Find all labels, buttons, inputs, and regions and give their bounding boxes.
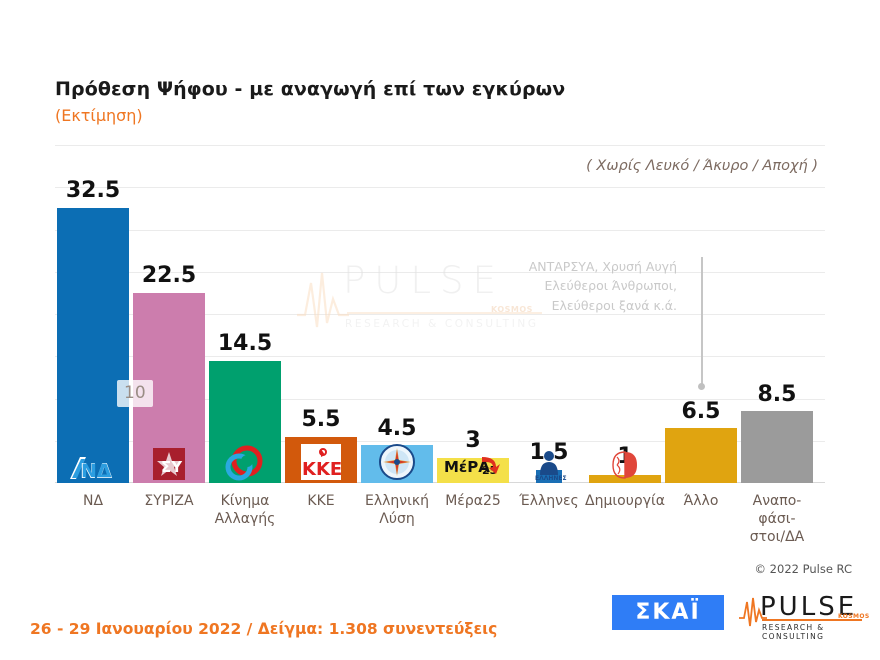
chart-note: ( Χωρίς Λευκό / Άκυρο / Αποχή ) [586, 158, 818, 174]
bar-value-nd: 32.5 [65, 178, 121, 203]
bar-column-undecided: 8.5 [741, 145, 813, 483]
x-label-kinal: Κίνημα Αλλαγής [214, 493, 276, 528]
pulse-logo-tagline: RESEARCH & CONSULTING [762, 623, 825, 641]
annotation-leader-line [701, 257, 703, 385]
bar-column-kke: 5.5 KKE [285, 145, 357, 483]
x-label-allo: Άλλο [683, 493, 719, 509]
svg-text:ΝΔ: ΝΔ [80, 459, 113, 481]
bar-value-kinal: 14.5 [217, 331, 273, 356]
x-label-mera25: Μέρα25 [445, 493, 501, 509]
gridline [55, 145, 825, 146]
pulse-logo-rule [762, 619, 862, 621]
logo-kke-icon: KKE [301, 444, 342, 480]
x-label-elliniki-lysi: Ελληνική Λύση [365, 493, 429, 528]
bar-column-kinal: 14.5 [209, 145, 281, 483]
logo-kinal-icon [225, 445, 263, 481]
bar-value-mera25: 3 [465, 428, 481, 453]
chart-plot-area: PULSE KOSMOS RESEARCH & CONSULTING 32.5 … [55, 145, 825, 483]
bar-column-syriza: 22.5 ΣΥ [133, 145, 205, 483]
x-label-kke: ΚΚΕ [307, 493, 335, 509]
copyright-text: © 2022 Pulse RC [754, 562, 852, 576]
bar-value-allo: 6.5 [681, 399, 721, 424]
x-label-syriza: ΣΥΡΙΖΑ [144, 493, 194, 509]
bar-value-undecided: 8.5 [757, 382, 797, 407]
svg-text:KKE: KKE [302, 459, 342, 480]
bar-value-kke: 5.5 [301, 407, 341, 432]
bar-undecided[interactable] [741, 411, 813, 483]
fieldwork-text: 26 - 29 Ιανουαρίου 2022 / Δείγμα: 1.308 … [30, 620, 498, 638]
pulse-logo-text: PULSE [760, 592, 858, 622]
annotation-leader-dot [698, 383, 705, 390]
bar-allo[interactable] [665, 428, 737, 483]
bar-column-mera25: 3 MέΡΑ 25 [437, 145, 509, 483]
x-label-ellines: Έλληνες [519, 493, 579, 509]
pulse-wave-icon [739, 597, 767, 627]
bar-column-dimiourgia: 1 [589, 145, 661, 483]
bar-column-elliniki-lysi: 4.5 [361, 145, 433, 483]
x-label-nd: ΝΔ [82, 493, 104, 509]
chart-subtitle: (Εκτίμηση) [55, 106, 143, 125]
logo-mera25-icon: MέΡΑ 25 [444, 457, 500, 477]
gridline [55, 440, 825, 442]
logo-syriza-icon: ΣΥ [153, 448, 185, 480]
x-axis-labels: ΝΔ ΣΥΡΙΖΑ Κίνημα Αλλαγής ΚΚΕ Ελληνική Λύ… [55, 492, 825, 552]
skai-logo-text: ΣΚΑΪ [635, 600, 701, 625]
bar-column-nd: 32.5 ΝΔ ΝΔ [57, 145, 129, 483]
gridline [55, 229, 825, 231]
chart-header: Πρόθεση Ψήφου - με αναγωγή επί των εγκύρ… [55, 78, 565, 125]
y-axis-tick-label: 10 [117, 380, 153, 407]
logo-dimiourgia-icon [612, 451, 637, 479]
svg-text:ΝΔ: ΝΔ [81, 460, 112, 481]
gridline [55, 398, 825, 400]
logo-elliniki-lysi-icon [379, 444, 415, 480]
gridline [55, 356, 825, 358]
pulse-logo-kosmos: KOSMOS [838, 613, 870, 620]
annotation-line-2: Ελεύθεροι Άνθρωποι, [544, 278, 677, 294]
logo-ellines-icon: ΕΛΛΗΝΕΣ [535, 451, 567, 481]
svg-text:MέΡΑ: MέΡΑ [444, 458, 490, 476]
bar-value-syriza: 22.5 [141, 263, 197, 288]
other-parties-annotation: ΑΝΤΑΡΣΥΑ, Χρυσή Αυγή Ελεύθεροι Άνθρωποι,… [505, 257, 677, 315]
gridline [55, 187, 825, 189]
gridline [55, 314, 825, 315]
pulse-logo: PULSE KOSMOS RESEARCH & CONSULTING [738, 592, 869, 641]
bar-value-elliniki-lysi: 4.5 [377, 416, 417, 441]
gridline [55, 271, 825, 273]
annotation-line-3: Ελεύθεροι ξανά κ.ά. [551, 297, 677, 313]
svg-text:ΣΥ: ΣΥ [161, 458, 183, 476]
bar-nd[interactable] [57, 208, 129, 483]
bar-column-allo: 6.5 [665, 145, 737, 483]
bar-column-ellines: 1.5 ΕΛΛΗΝΕΣ [513, 145, 585, 483]
logo-nd-icon: ΝΔ ΝΔ [70, 457, 113, 481]
bar-series: 32.5 ΝΔ ΝΔ 22.5 ΣΥ 14.5 [55, 145, 825, 483]
bar-dimiourgia[interactable] [589, 474, 661, 483]
x-label-undecided: Αναπο- φάσι- στοι/ΔΑ [749, 493, 805, 546]
skai-logo: ΣΚΑΪ [612, 595, 724, 630]
svg-text:ΕΛΛΗΝΕΣ: ΕΛΛΗΝΕΣ [535, 475, 567, 481]
annotation-line-1: ΑΝΤΑΡΣΥΑ, Χρυσή Αυγή [528, 259, 677, 274]
page-title: Πρόθεση Ψήφου - με αναγωγή επί των εγκύρ… [55, 78, 566, 100]
x-label-dimiourgia: Δημιουργία [585, 493, 665, 509]
